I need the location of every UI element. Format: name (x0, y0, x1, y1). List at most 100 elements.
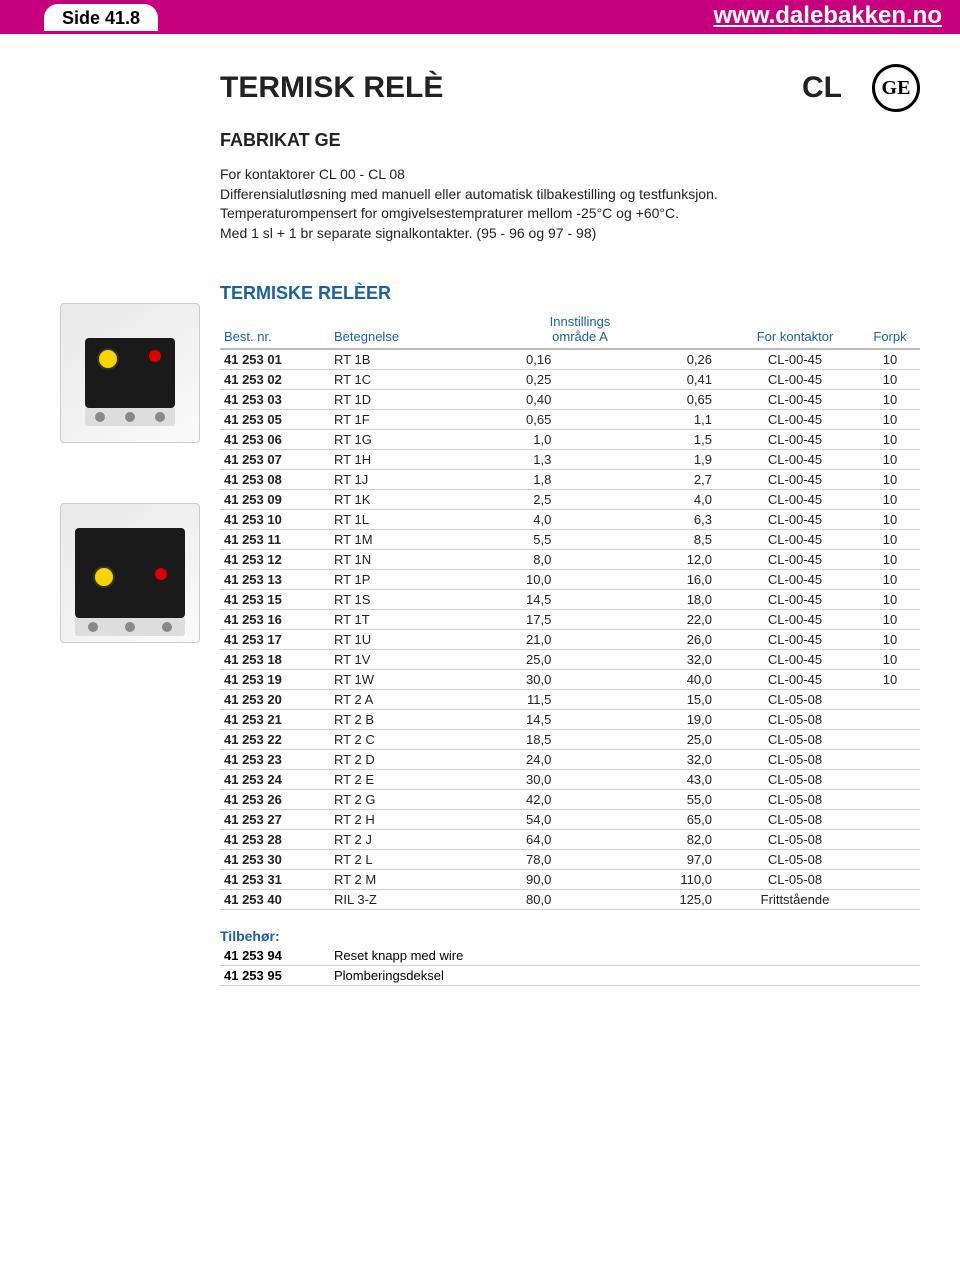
content: TERMISK RELÈ CL GE FABRIKAT GE For konta… (0, 34, 960, 1026)
cell-kontaktor: CL-05-08 (730, 850, 860, 870)
cell-range-high: 12,0 (569, 550, 730, 570)
cell-kontaktor: CL-00-45 (730, 650, 860, 670)
cell-range-high: 110,0 (569, 870, 730, 890)
cell-range-high: 55,0 (569, 790, 730, 810)
cell-range-low: 0,65 (430, 410, 569, 430)
cell-range-high: 82,0 (569, 830, 730, 850)
cell-forpk (860, 690, 920, 710)
cell-best-nr: 41 253 05 (220, 410, 330, 430)
cell-kontaktor: CL-05-08 (730, 730, 860, 750)
cell-kontaktor: CL-05-08 (730, 770, 860, 790)
cell-forpk: 10 (860, 630, 920, 650)
cell-betegnelse: RT 1W (330, 670, 430, 690)
cell-best-nr: 41 253 12 (220, 550, 330, 570)
cell-range-high: 16,0 (569, 570, 730, 590)
cell-range-high: 1,9 (569, 450, 730, 470)
cell-forpk: 10 (860, 610, 920, 630)
desc-line: Temperaturompensert for omgivelsestempra… (220, 204, 920, 224)
cell-betegnelse: RT 1P (330, 570, 430, 590)
cell-range-high: 6,3 (569, 510, 730, 530)
cell-range-high: 19,0 (569, 710, 730, 730)
col-betegnelse: Betegnelse (330, 310, 430, 349)
table-row: 41 253 30RT 2 L78,097,0CL-05-08 (220, 850, 920, 870)
cell-forpk: 10 (860, 670, 920, 690)
site-url[interactable]: www.dalebakken.no (713, 2, 942, 30)
cell-range-high: 97,0 (569, 850, 730, 870)
cell-best-nr: 41 253 19 (220, 670, 330, 690)
cell-range-low: 10,0 (430, 570, 569, 590)
cell-range-high: 40,0 (569, 670, 730, 690)
cell-desc: Plomberingsdeksel (330, 966, 920, 986)
cell-forpk: 10 (860, 390, 920, 410)
cell-range-high: 32,0 (569, 650, 730, 670)
table-row: 41 253 13RT 1P10,016,0CL-00-4510 (220, 570, 920, 590)
table-row: 41 253 20RT 2 A11,515,0CL-05-08 (220, 690, 920, 710)
cell-forpk (860, 730, 920, 750)
cell-kontaktor: CL-00-45 (730, 610, 860, 630)
table-row: 41 253 27RT 2 H54,065,0CL-05-08 (220, 810, 920, 830)
cell-forpk (860, 830, 920, 850)
cell-best-nr: 41 253 08 (220, 470, 330, 490)
cell-kontaktor: CL-05-08 (730, 690, 860, 710)
cell-forpk (860, 850, 920, 870)
cell-forpk: 10 (860, 550, 920, 570)
table-row: 41 253 19RT 1W30,040,0CL-00-4510 (220, 670, 920, 690)
cell-forpk: 10 (860, 410, 920, 430)
table-row: 41 253 24RT 2 E30,043,0CL-05-08 (220, 770, 920, 790)
cell-best-nr: 41 253 27 (220, 810, 330, 830)
page-side-label: Side 41.8 (44, 4, 158, 31)
table-row: 41 253 17RT 1U21,026,0CL-00-4510 (220, 630, 920, 650)
cell-forpk: 10 (860, 570, 920, 590)
cell-range-high: 22,0 (569, 610, 730, 630)
table-section-title: TERMISKE RELÈER (220, 283, 920, 304)
cell-kontaktor: CL-00-45 (730, 490, 860, 510)
cell-forpk (860, 710, 920, 730)
col-innstillings: Innstillings område A (430, 310, 730, 349)
cell-betegnelse: RT 1U (330, 630, 430, 650)
cell-betegnelse: RT 2 H (330, 810, 430, 830)
cell-best-nr: 41 253 94 (220, 946, 330, 966)
cell-best-nr: 41 253 16 (220, 610, 330, 630)
cell-kontaktor: CL-00-45 (730, 470, 860, 490)
cell-kontaktor: CL-05-08 (730, 810, 860, 830)
cell-betegnelse: RT 1L (330, 510, 430, 530)
product-image-column (40, 243, 220, 643)
relay-image-small (60, 303, 200, 443)
cell-kontaktor: CL-05-08 (730, 830, 860, 850)
col-kontaktor: For kontaktor (730, 310, 860, 349)
cell-betegnelse: RT 1N (330, 550, 430, 570)
cell-kontaktor: CL-00-45 (730, 450, 860, 470)
cell-betegnelse: RT 2 L (330, 850, 430, 870)
table-row: 41 253 06RT 1G1,01,5CL-00-4510 (220, 430, 920, 450)
cell-kontaktor: CL-00-45 (730, 590, 860, 610)
cell-range-low: 1,0 (430, 430, 569, 450)
cell-best-nr: 41 253 31 (220, 870, 330, 890)
cell-best-nr: 41 253 03 (220, 390, 330, 410)
cell-betegnelse: RT 1G (330, 430, 430, 450)
cell-forpk: 10 (860, 650, 920, 670)
cell-betegnelse: RT 1H (330, 450, 430, 470)
cell-forpk (860, 770, 920, 790)
cell-betegnelse: RT 1K (330, 490, 430, 510)
cell-betegnelse: RT 1B (330, 349, 430, 370)
cell-range-high: 18,0 (569, 590, 730, 610)
cell-range-low: 80,0 (430, 890, 569, 910)
cell-betegnelse: RT 2 C (330, 730, 430, 750)
cell-forpk: 10 (860, 370, 920, 390)
cell-betegnelse: RT 2 A (330, 690, 430, 710)
cell-best-nr: 41 253 06 (220, 430, 330, 450)
cell-range-low: 11,5 (430, 690, 569, 710)
table-row: 41 253 01RT 1B0,160,26CL-00-4510 (220, 349, 920, 370)
table-row: 41 253 18RT 1V25,032,0CL-00-4510 (220, 650, 920, 670)
cell-forpk (860, 890, 920, 910)
cell-best-nr: 41 253 07 (220, 450, 330, 470)
table-row: 41 253 40RIL 3-Z80,0125,0Frittstående (220, 890, 920, 910)
cell-betegnelse: RT 1D (330, 390, 430, 410)
cell-best-nr: 41 253 30 (220, 850, 330, 870)
table-row: 41 253 10RT 1L4,06,3CL-00-4510 (220, 510, 920, 530)
cell-kontaktor: CL-05-08 (730, 870, 860, 890)
table-row: 41 253 08RT 1J1,82,7CL-00-4510 (220, 470, 920, 490)
cell-kontaktor: CL-00-45 (730, 390, 860, 410)
cell-forpk (860, 790, 920, 810)
cell-range-low: 64,0 (430, 830, 569, 850)
